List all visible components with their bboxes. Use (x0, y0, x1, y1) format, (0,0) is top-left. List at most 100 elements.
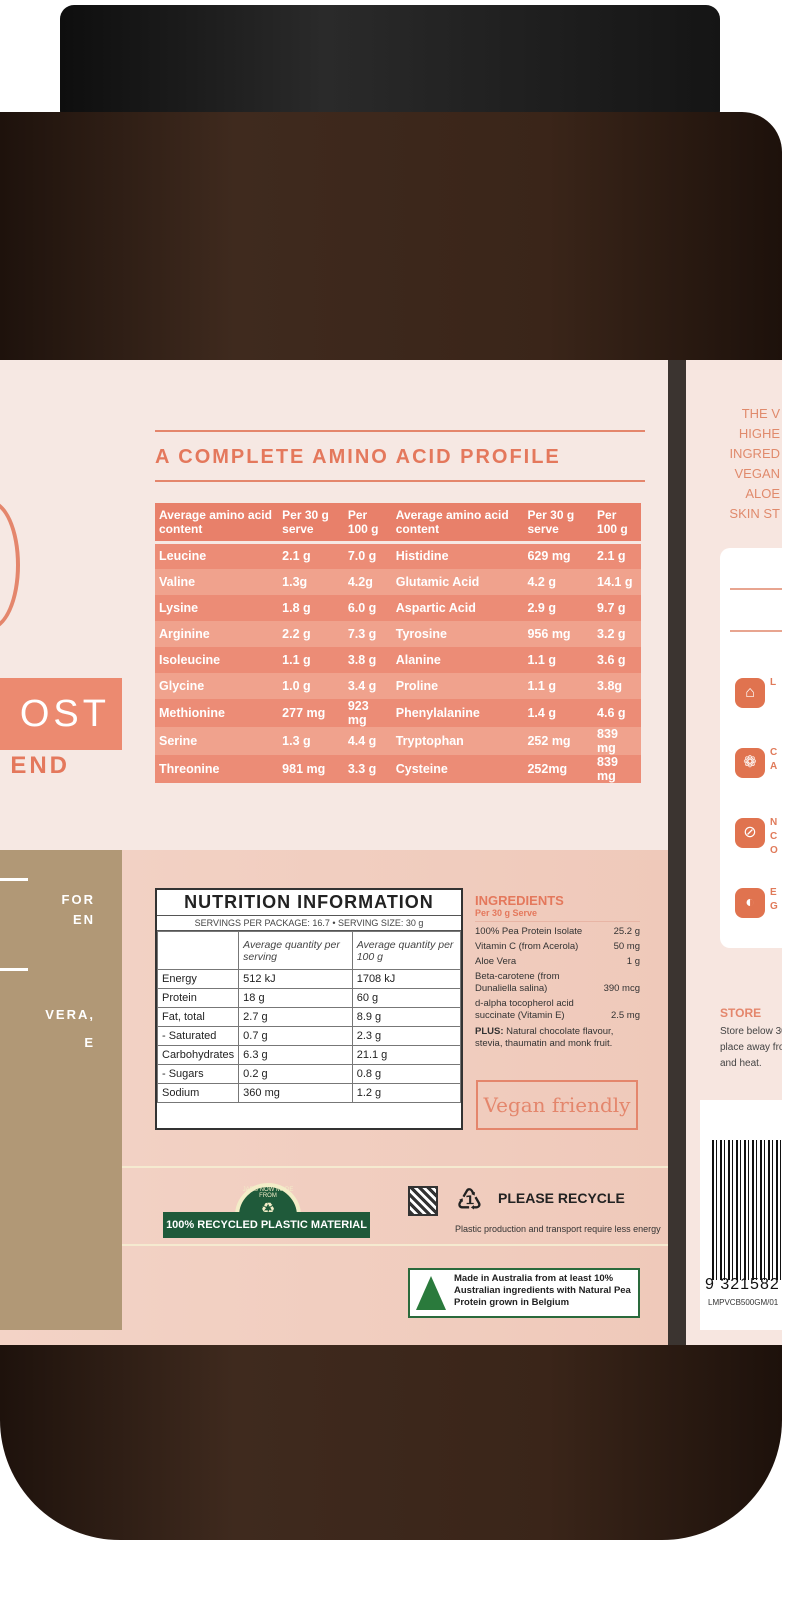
barcode-number: 9 321582 (705, 1276, 780, 1293)
jar-lid (60, 5, 720, 117)
label-seam (668, 360, 686, 1345)
bubbles-icon: ❁ (735, 748, 765, 778)
table-cell: 3.8g (593, 672, 641, 699)
side-text: INGRED (729, 446, 780, 461)
ingredients-title: INGREDIENTS (475, 893, 564, 908)
no-dropper-icon: ⊘ (735, 818, 765, 848)
col-header: Average quantity per 100 g (351, 931, 462, 970)
kraft-text: VERA, (45, 1007, 95, 1022)
plus-text: Natural chocolate flavour, stevia, thaum… (475, 1026, 614, 1049)
table-cell: 629 mg (523, 542, 594, 569)
plus-label: PLUS: (475, 1026, 504, 1037)
ingredient-item: d-alpha tocopherol acid succinate (Vitam… (475, 998, 640, 1022)
feature-text: C A (770, 747, 778, 772)
table-cell: 3.8 g (343, 646, 392, 673)
nutrition-cell: 0.8 g (351, 1064, 462, 1084)
side-text: ALOE (745, 486, 780, 501)
ingredient-amount: 25.2 g (613, 926, 640, 937)
nutrition-row: Protein 18 g 60 g (156, 988, 462, 1008)
made-in-australia: Made in Australia from at least 10% Aust… (408, 1268, 640, 1318)
ingredient-item: Aloe Vera 1 g (475, 956, 640, 968)
jar-icon: ⌂ (735, 678, 765, 708)
table-cell: 7.0 g (343, 542, 392, 569)
nutrition-panel: NUTRITION INFORMATION SERVINGS PER PACKA… (155, 888, 463, 1130)
ingredient-amount: 1 g (626, 956, 640, 967)
nutrition-row: Energy 512 kJ 1708 kJ (156, 969, 462, 989)
divider (122, 1166, 668, 1168)
kraft-text: E (84, 1035, 95, 1050)
column-header: Per 100 g (343, 503, 392, 544)
nutrition-cell: Carbohydrates (156, 1045, 240, 1065)
table-cell: 3.2 g (593, 620, 641, 647)
table-cell: Threonine (155, 754, 279, 783)
column-header: Per 30 g serve (278, 503, 344, 544)
recycle-triangle-icon: ♳ (456, 1184, 483, 1217)
recycle-note: Plastic production and transport require… (455, 1224, 661, 1234)
column-header: Average amino acid content (391, 503, 524, 544)
ingredient-name: Beta-carotene (from Dunaliella salina) (475, 971, 560, 994)
nutrition-cell: 8.9 g (351, 1007, 462, 1027)
table-cell: 4.6 g (593, 698, 641, 727)
table-cell: 923 mg (343, 698, 392, 727)
nutrition-cell: 60 g (351, 988, 462, 1008)
table-cell: Methionine (155, 698, 279, 727)
table-cell: 1.1 g (523, 646, 594, 673)
amino-table: Average amino acid content Per 30 g serve… (155, 503, 641, 783)
divider (0, 968, 28, 971)
table-cell: Proline (391, 672, 524, 699)
col-header: Average quantity per serving (238, 931, 353, 970)
ingredient-item: Beta-carotene (from Dunaliella salina) 39… (475, 971, 640, 995)
table-row: Lysine 1.8 g 6.0 g Aspartic Acid 2.9 g 9.7 g (155, 594, 641, 621)
nutrition-row: - Saturated 0.7 g 2.3 g (156, 1026, 462, 1046)
please-recycle: PLEASE RECYCLE (498, 1190, 625, 1206)
nutrition-cell: - Sugars (156, 1064, 240, 1084)
feature-text: L (770, 677, 777, 688)
divider (122, 1244, 668, 1246)
column-header: Per 30 g serve (523, 503, 594, 544)
ingredients: INGREDIENTS Per 30 g Serve 100% Pea Prot… (475, 893, 640, 1050)
table-cell: Tyrosine (391, 620, 524, 647)
table-row: Methionine 277 mg 923 mg Phenylalanine 1.4 g… (155, 698, 641, 727)
nutrition-cell: 2.3 g (351, 1026, 462, 1046)
recycled-plastic-badge: 100% RECYCLED PLASTIC MATERIAL (163, 1212, 370, 1238)
table-cell: 2.2 g (278, 620, 344, 647)
nutrition-cell: Fat, total (156, 1007, 240, 1027)
table-cell: 839 mg (593, 754, 641, 783)
kraft-text: FOR (61, 892, 95, 907)
table-row: Leucine 2.1 g 7.0 g Histidine 629 mg 2.1 g (155, 542, 641, 569)
nutrition-row: Fat, total 2.7 g 8.9 g (156, 1007, 462, 1027)
table-cell: 1.3g (278, 568, 344, 595)
table-cell: 1.1 g (278, 646, 344, 673)
side-text: THE V (741, 406, 780, 421)
kraft-text: EN (72, 912, 95, 927)
nutrition-title: NUTRITION INFORMATION (157, 890, 461, 916)
table-cell: Aspartic Acid (391, 594, 524, 621)
store-text: Store below 30 place away fro and heat. (720, 1026, 782, 1069)
side-text: SKIN ST (729, 506, 780, 521)
table-cell: 252mg (523, 754, 594, 783)
ingredient-item: Vitamin C (from Acerola) 50 mg (475, 941, 640, 953)
nutrition-row: Sodium 360 mg 1.2 g (156, 1083, 462, 1103)
table-cell: 14.1 g (593, 568, 641, 595)
divider (155, 480, 645, 482)
table-cell: Isoleucine (155, 646, 279, 673)
table-row: Isoleucine 1.1 g 3.8 g Alanine 1.1 g 3.6 g (155, 646, 641, 673)
feature-text: E G (770, 887, 778, 912)
table-cell: Glutamic Acid (391, 568, 524, 595)
table-cell: Histidine (391, 542, 524, 569)
table-cell: 1.0 g (278, 672, 344, 699)
brand-subtitle: END (10, 752, 70, 779)
nutrition-cell: 512 kJ (238, 969, 353, 989)
table-row: Arginine 2.2 g 7.3 g Tyrosine 956 mg 3.2 g (155, 620, 641, 647)
table-row: Threonine 981 mg 3.3 g Cysteine 252mg 839 mg (155, 754, 641, 783)
ingredients-per: Per 30 g Serve (475, 908, 640, 922)
nutrition-cell: Energy (156, 969, 240, 989)
side-text: VEGAN (734, 466, 780, 481)
table-cell: Valine (155, 568, 279, 595)
table-cell: Leucine (155, 542, 279, 569)
servings-info: SERVINGS PER PACKAGE: 16.7 • SERVING SIZ… (157, 916, 461, 931)
table-cell: 4.4 g (343, 726, 392, 755)
nutrition-cell: 6.3 g (238, 1045, 353, 1065)
pea-pod-icon: ◐ (735, 888, 765, 918)
ingredient-amount: 390 mcg (603, 983, 640, 994)
